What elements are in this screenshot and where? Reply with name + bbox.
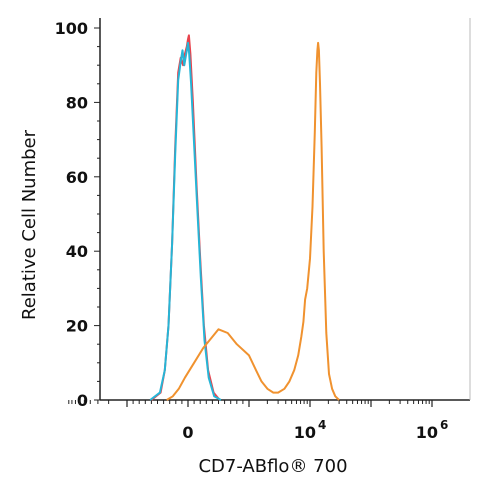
y-axis: 0 20 40 60 80 100 <box>55 19 100 410</box>
y-tick-label: 60 <box>66 168 88 187</box>
x-axis-title: CD7-ABflo® 700 <box>198 456 347 477</box>
series-layer <box>149 34 340 401</box>
y-tick-label: 100 <box>55 19 88 38</box>
x-tick-label: 10 6 <box>416 418 449 442</box>
plot-frame <box>99 18 471 401</box>
y-tick-label: 40 <box>66 242 88 261</box>
y-tick-label: 0 <box>77 391 88 410</box>
x-axis: 0 10 4 10 6 <box>68 400 449 442</box>
y-axis-title: Relative Cell Number <box>19 129 40 320</box>
x-tick-label: 0 <box>182 423 193 442</box>
histogram-series-2 <box>149 41 222 401</box>
x-tick-label: 10 4 <box>294 418 327 442</box>
y-tick-label: 20 <box>66 317 88 336</box>
histogram-series-3 <box>166 41 340 401</box>
histogram-series-1 <box>150 34 221 401</box>
y-tick-label: 80 <box>66 93 88 112</box>
